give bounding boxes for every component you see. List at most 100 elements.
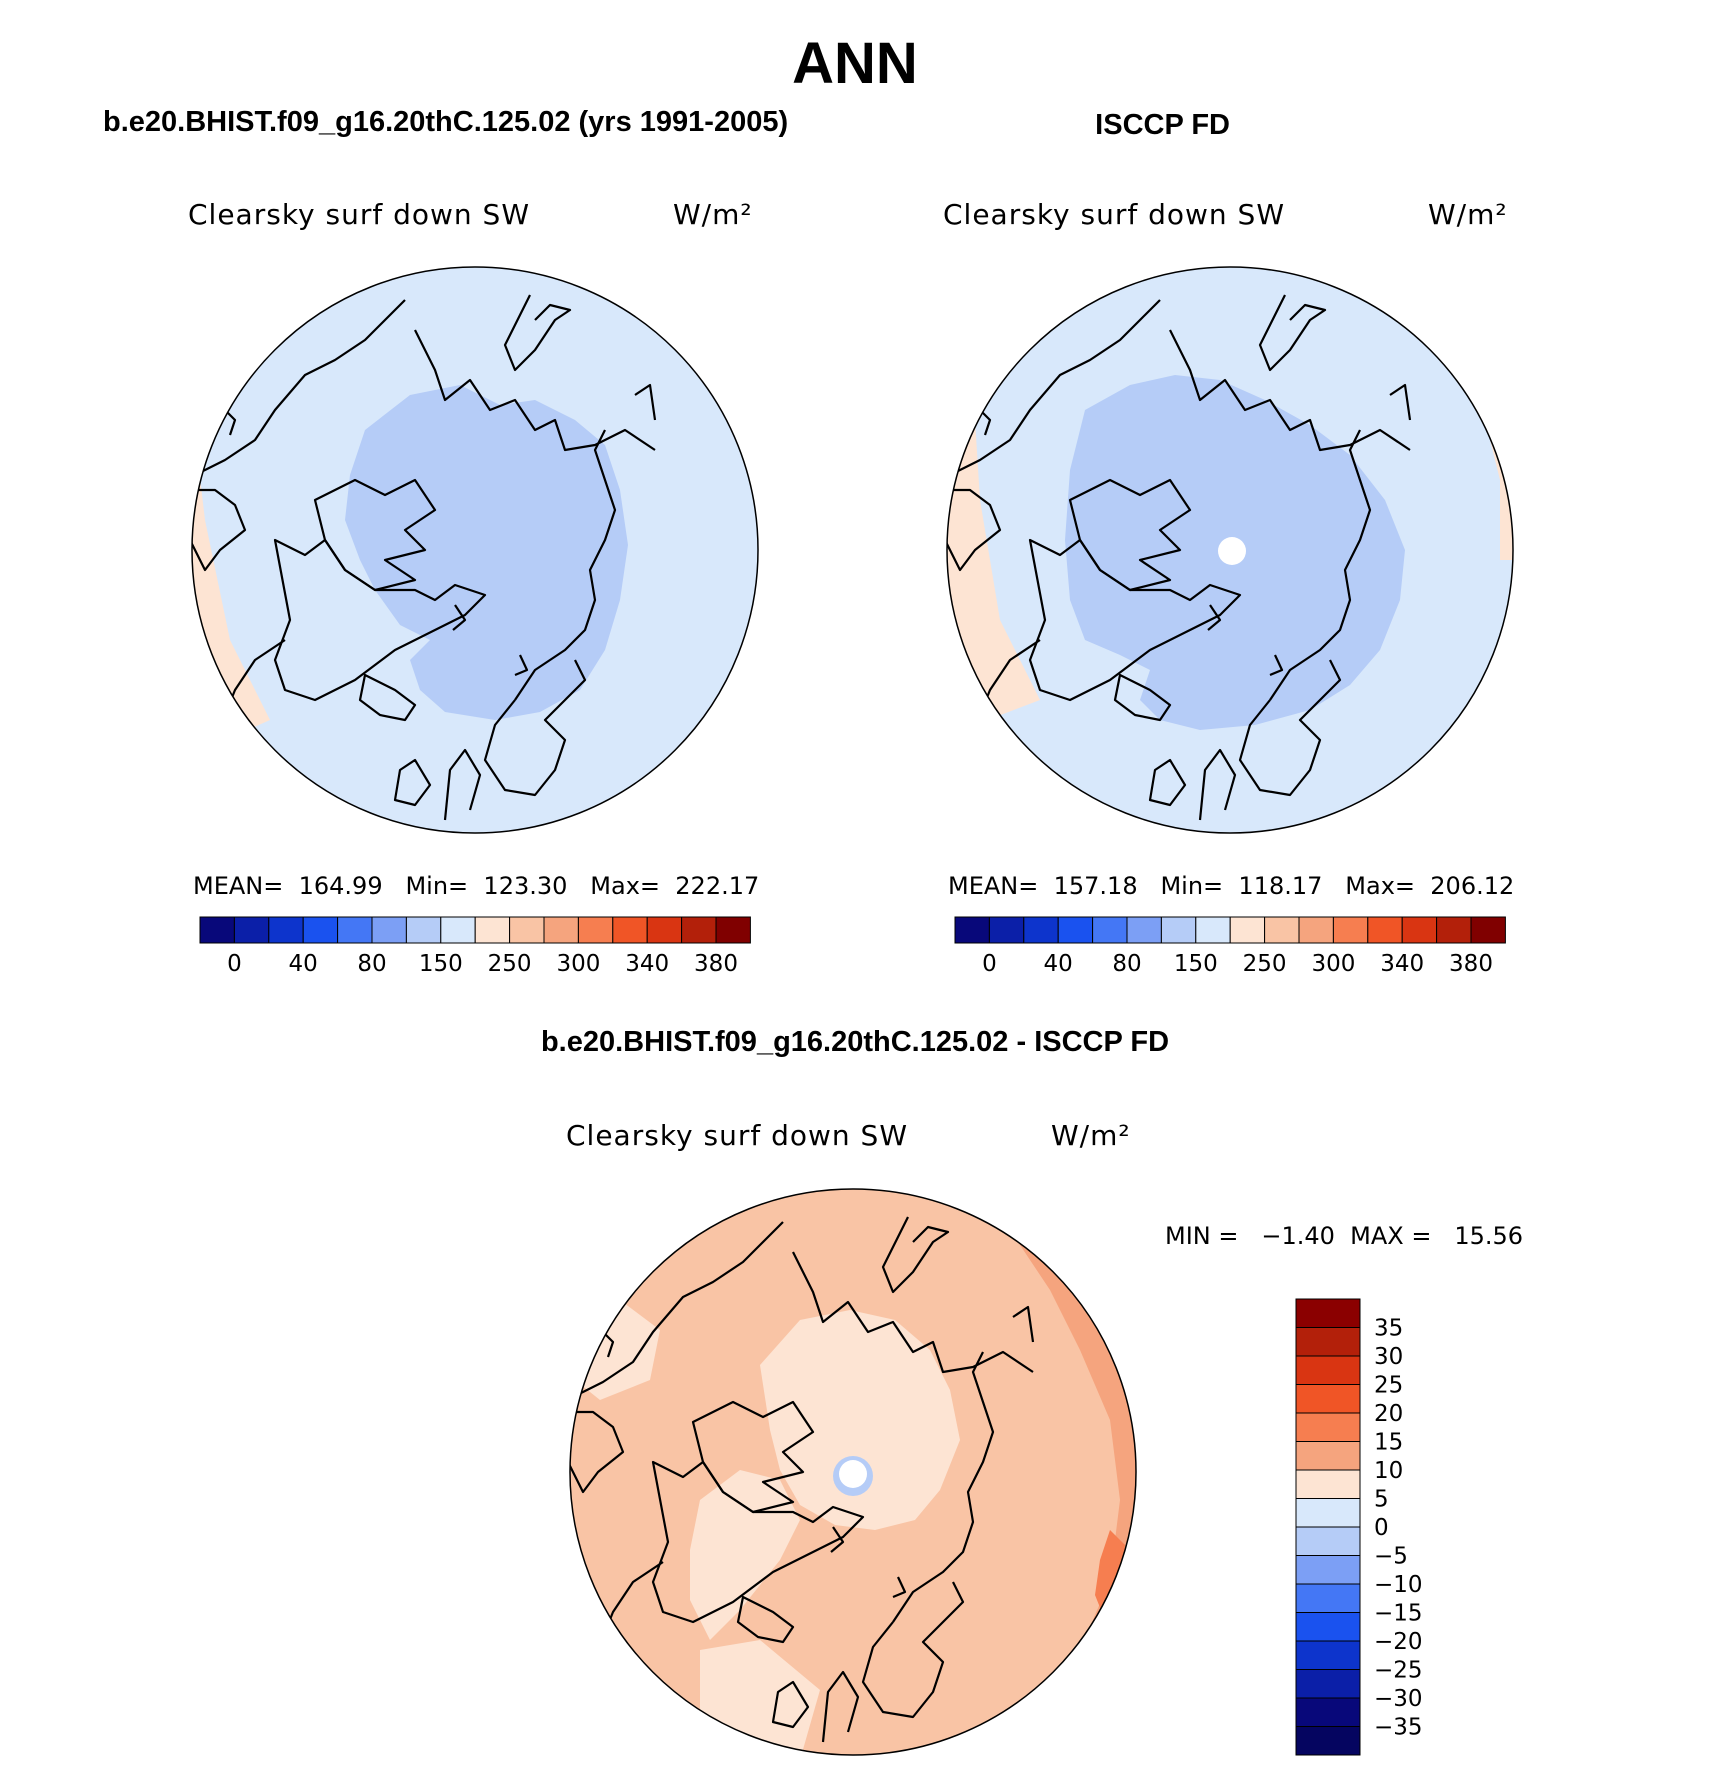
obs-panel-title: ISCCP FD: [1095, 109, 1230, 141]
map-fill-100-150: [345, 385, 628, 720]
colorbar-tick-label: 300: [1311, 951, 1355, 977]
colorbar-swatch: [1332, 916, 1369, 944]
colorbar-tick-label: 5: [1374, 1487, 1389, 1513]
model-variable-label: Clearsky surf down SW: [188, 198, 531, 231]
colorbar-swatch: [199, 916, 235, 944]
map-fill-0-5-arctic: [760, 1310, 960, 1530]
missing-data-pole: [1218, 537, 1246, 565]
colorbar-tick-label: 300: [556, 951, 600, 977]
colorbar-swatch: [681, 916, 717, 944]
colorbar-tick-label: 25: [1374, 1373, 1403, 1399]
colorbar-tick-label: −15: [1374, 1601, 1423, 1627]
diff-polar-map: [569, 1188, 1137, 1756]
model-colorbar: 0 40 80 150 250 300 340 380: [199, 916, 751, 977]
colorbar-tick-label: −10: [1374, 1572, 1423, 1598]
colorbar-swatch: [1298, 916, 1334, 944]
colorbar-swatch: [988, 916, 1025, 944]
colorbar-tick-label: 0: [982, 951, 997, 977]
colorbar-swatch: [1295, 1669, 1361, 1699]
obs-colorbar: 0 40 80 150 250 300 340 380: [954, 916, 1506, 977]
model-panel-title: b.e20.BHIST.f09_g16.20thC.125.02 (yrs 19…: [103, 106, 789, 138]
colorbar-swatch: [1436, 916, 1472, 944]
colorbar-swatch: [577, 916, 614, 944]
colorbar-swatch: [302, 916, 339, 944]
obs-polar-map: [946, 266, 1514, 834]
colorbar-tick-label: −35: [1374, 1715, 1423, 1741]
colorbar-swatch: [1160, 916, 1197, 944]
colorbar-swatch: [1295, 1697, 1361, 1727]
colorbar-swatch: [1264, 916, 1300, 944]
colorbar-tick-label: 80: [357, 951, 386, 977]
colorbar-swatch: [1295, 1526, 1361, 1556]
diff-variable-label: Clearsky surf down SW: [566, 1119, 909, 1152]
colorbar-swatch: [371, 916, 407, 944]
colorbar-swatch: [405, 916, 442, 944]
colorbar-swatch: [1367, 916, 1403, 944]
colorbar-tick-label: −30: [1374, 1686, 1423, 1712]
colorbar-tick-label: 15: [1374, 1430, 1403, 1456]
colorbar-tick-label: 380: [1449, 951, 1493, 977]
colorbar-tick-label: −5: [1374, 1544, 1408, 1570]
colorbar-swatch: [474, 916, 511, 944]
colorbar-tick-label: −20: [1374, 1629, 1423, 1655]
colorbar-swatch: [1295, 1298, 1361, 1328]
colorbar-swatch: [1126, 916, 1162, 944]
colorbar-swatch: [268, 916, 304, 944]
colorbar-tick-label: 340: [625, 951, 669, 977]
colorbar-tick-label: 40: [1044, 951, 1073, 977]
obs-variable-label: Clearsky surf down SW: [943, 198, 1286, 231]
colorbar-tick-label: 250: [1243, 951, 1287, 977]
colorbar-tick-label: 30: [1374, 1344, 1403, 1370]
colorbar-tick-label: 80: [1112, 951, 1141, 977]
colorbar-tick-label: 380: [694, 951, 738, 977]
model-stats: MEAN= 164.99 Min= 123.30 Max= 222.17: [193, 872, 760, 900]
colorbar-swatch: [1401, 916, 1438, 944]
colorbar-swatch: [1295, 1498, 1361, 1528]
obs-units-label: W/m²: [1428, 198, 1508, 231]
colorbar-swatch: [1295, 1412, 1361, 1442]
colorbar-tick-label: 340: [1380, 951, 1424, 977]
diff-panel-title: b.e20.BHIST.f09_g16.20thC.125.02 - ISCCP…: [540, 1026, 1170, 1058]
colorbar-swatch: [1023, 916, 1059, 944]
diff-units-label: W/m²: [1051, 1119, 1131, 1152]
colorbar-swatch: [1057, 916, 1094, 944]
model-units-label: W/m²: [673, 198, 753, 231]
colorbar-swatch: [1295, 1441, 1361, 1471]
colorbar-swatch: [440, 916, 476, 944]
colorbar-swatch: [646, 916, 683, 944]
colorbar-swatch: [954, 916, 990, 944]
colorbar-tick-label: −25: [1374, 1658, 1423, 1684]
colorbar-swatch: [612, 916, 648, 944]
colorbar-swatch: [233, 916, 270, 944]
colorbar-swatch: [1295, 1555, 1361, 1585]
colorbar-tick-label: 250: [488, 951, 532, 977]
missing-data-pole: [839, 1460, 867, 1488]
colorbar-swatch: [1295, 1640, 1361, 1670]
colorbar-swatch: [1470, 916, 1506, 944]
colorbar-swatch: [337, 916, 373, 944]
figure-title: ANN: [792, 31, 918, 96]
colorbar-tick-label: 10: [1374, 1458, 1403, 1484]
colorbar-swatch: [1295, 1384, 1361, 1414]
colorbar-swatch: [1295, 1583, 1361, 1613]
colorbar-tick-label: 0: [1374, 1515, 1389, 1541]
colorbar-tick-label: 35: [1374, 1316, 1403, 1342]
colorbar-swatch: [1295, 1726, 1361, 1756]
colorbar-tick-label: 40: [289, 951, 318, 977]
colorbar-swatch: [715, 916, 751, 944]
colorbar-swatch: [543, 916, 579, 944]
colorbar-swatch: [509, 916, 545, 944]
colorbar-tick-label: 150: [419, 951, 463, 977]
colorbar-swatch: [1229, 916, 1266, 944]
colorbar-swatch: [1195, 916, 1231, 944]
colorbar-tick-label: 150: [1174, 951, 1218, 977]
model-polar-map: [191, 266, 759, 834]
colorbar-tick-label: 0: [227, 951, 242, 977]
colorbar-swatch: [1092, 916, 1128, 944]
diff-stats: MIN = −1.40 MAX = 15.56: [1165, 1222, 1524, 1250]
colorbar-swatch: [1295, 1469, 1361, 1499]
obs-stats: MEAN= 157.18 Min= 118.17 Max= 206.12: [948, 872, 1515, 900]
colorbar-swatch: [1295, 1327, 1361, 1357]
